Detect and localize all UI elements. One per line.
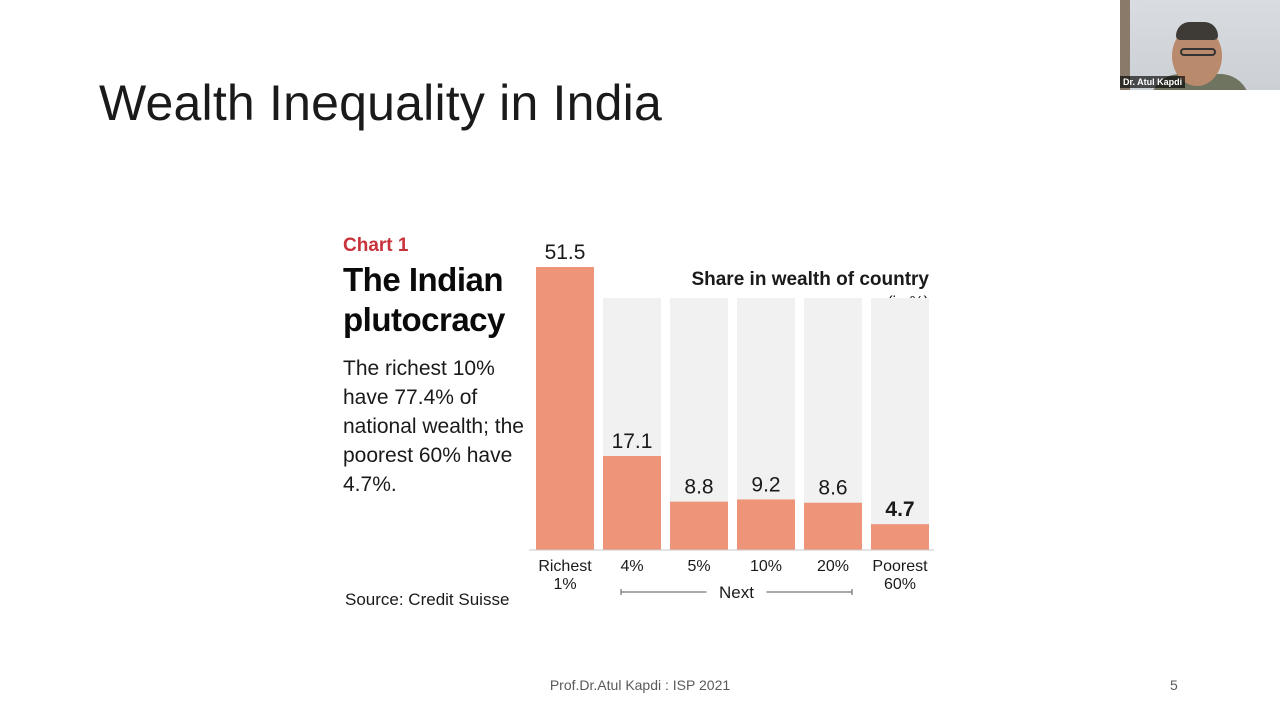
category-label: 1% <box>553 576 576 593</box>
bar <box>670 501 728 550</box>
group-label-next: Next <box>719 583 754 602</box>
page-number: 5 <box>1170 677 1178 693</box>
category-label: 4% <box>620 558 643 575</box>
chart-heading: The Indian plutocracy <box>343 261 505 338</box>
chart-number-label: Chart 1 <box>343 235 409 256</box>
chart-figure: Chart 1 The Indian plutocracy The riches… <box>336 230 941 620</box>
data-label: 17.1 <box>612 430 653 453</box>
participant-glasses <box>1180 48 1216 56</box>
bar <box>603 456 661 550</box>
data-label: 51.5 <box>545 241 586 264</box>
bar <box>804 502 862 550</box>
data-label: 8.6 <box>818 477 847 500</box>
bar <box>536 267 594 550</box>
category-label: 5% <box>687 558 710 575</box>
bar-chart: Share in wealth of country(in %)51.5Rich… <box>529 241 934 602</box>
chart-title: Share in wealth of country <box>691 269 929 290</box>
data-label: 8.8 <box>684 476 713 499</box>
slide-footer: Prof.Dr.Atul Kapdi : ISP 2021 <box>549 677 731 693</box>
category-label: Poorest <box>872 558 928 575</box>
slide-title: Wealth Inequality in India <box>99 75 662 131</box>
bar <box>737 499 795 550</box>
participant-name-tag: Dr. Atul Kapdi <box>1120 76 1186 88</box>
chart-source: Source: Credit Suisse <box>345 590 510 609</box>
category-label: Richest <box>538 558 592 575</box>
data-label: 4.7 <box>885 498 914 521</box>
participant-hair <box>1176 22 1218 40</box>
video-background <box>1120 0 1130 90</box>
bar <box>871 524 929 550</box>
category-label: 20% <box>817 558 849 575</box>
bar-background <box>871 298 929 550</box>
category-label: 10% <box>750 558 782 575</box>
video-thumbnail[interactable]: Dr. Atul Kapdi <box>1120 0 1280 90</box>
chart-description: The richest 10% have 77.4% of national w… <box>343 357 524 496</box>
data-label: 9.2 <box>751 473 780 496</box>
category-label: 60% <box>884 576 916 593</box>
